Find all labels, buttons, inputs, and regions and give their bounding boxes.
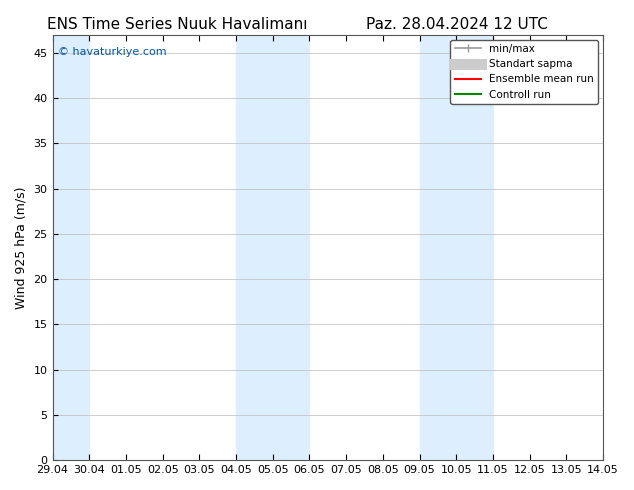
Text: © havaturkiye.com: © havaturkiye.com [58, 48, 167, 57]
Text: ENS Time Series Nuuk Havalimanı: ENS Time Series Nuuk Havalimanı [48, 17, 307, 32]
Text: Paz. 28.04.2024 12 UTC: Paz. 28.04.2024 12 UTC [366, 17, 547, 32]
Legend: min/max, Standart sapma, Ensemble mean run, Controll run: min/max, Standart sapma, Ensemble mean r… [451, 40, 598, 104]
Bar [236, 35, 309, 460]
Bar [420, 35, 493, 460]
Bar [53, 35, 89, 460]
Y-axis label: Wind 925 hPa (m/s): Wind 925 hPa (m/s) [15, 186, 28, 309]
